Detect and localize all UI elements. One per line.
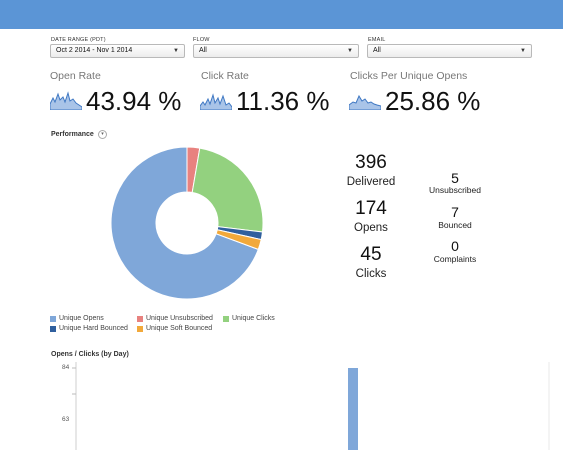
performance-title: Performance — [51, 131, 94, 138]
chevron-down-icon: ▼ — [173, 48, 179, 54]
bar[interactable] — [348, 368, 358, 450]
legend-item[interactable]: Unique Opens — [50, 315, 104, 322]
pie-slice-unique-opens[interactable] — [110, 146, 259, 300]
delivered-count: 396 — [355, 152, 387, 173]
y-tick-label: 84 — [62, 364, 70, 371]
flow-select[interactable]: All ▼ — [193, 44, 359, 58]
complaints-count: 0 — [451, 238, 459, 254]
top-bar — [0, 0, 563, 29]
chevron-down-icon[interactable]: ▾ — [98, 130, 107, 139]
legend-item[interactable]: Unique Soft Bounced — [137, 325, 212, 332]
legend-swatch — [50, 325, 56, 332]
pie-slice-unique-soft-bounced[interactable] — [215, 229, 262, 251]
legend-swatch — [50, 315, 56, 322]
flow-value: All — [199, 47, 207, 54]
legend-label: Unique Soft Bounced — [146, 325, 213, 332]
clicks-per-unique-opens-title: Clicks Per Unique Opens — [350, 70, 468, 82]
clicks-label: Clicks — [355, 268, 387, 280]
email-value: All — [373, 47, 381, 54]
email-label: EMAIL — [368, 37, 386, 43]
legend-label: Unique Hard Bounced — [59, 325, 128, 332]
clicks-count: 45 — [360, 244, 382, 265]
bounced-count: 7 — [451, 204, 459, 220]
delivered-label: Delivered — [346, 176, 396, 188]
clicks-per-unique-opens-value: 25.86 % — [385, 86, 481, 116]
opens-label: Opens — [354, 222, 388, 234]
complaints-label: Complaints — [433, 254, 477, 264]
date-range-value: Oct 2 2014 - Nov 1 2014 — [56, 47, 133, 54]
flow-label: FLOW — [193, 37, 210, 43]
legend-item[interactable]: Unique Hard Bounced — [50, 325, 128, 332]
bounced-label: Bounced — [438, 220, 472, 230]
open-rate-sparkline-icon — [50, 91, 82, 110]
legend-label: Unique Unsubscribed — [146, 315, 213, 322]
click-rate-value: 11.36 % — [236, 86, 330, 116]
open-rate-value: 43.94 % — [86, 86, 182, 116]
unsubscribed-label: Unsubscribed — [429, 185, 481, 195]
legend-item[interactable]: Unique Clicks — [223, 315, 275, 322]
opens-count: 174 — [355, 198, 387, 219]
opens-clicks-title: Opens / Clicks (by Day) — [51, 351, 129, 358]
date-range-label: DATE RANGE (PDT) — [51, 37, 106, 43]
unsubscribed-count: 5 — [451, 170, 459, 186]
y-tick-label: 63 — [62, 416, 70, 423]
date-range-select[interactable]: Oct 2 2014 - Nov 1 2014 ▼ — [50, 44, 185, 58]
chevron-down-icon: ▼ — [520, 48, 526, 54]
click-rate-title: Click Rate — [201, 70, 249, 82]
chevron-down-icon: ▼ — [347, 48, 353, 54]
pie-slice-unique-clicks[interactable] — [191, 147, 264, 233]
legend-label: Unique Opens — [59, 315, 104, 322]
legend-item[interactable]: Unique Unsubscribed — [137, 315, 213, 322]
click-rate-sparkline-icon — [200, 93, 232, 110]
legend-swatch — [137, 315, 143, 322]
legend-swatch — [223, 315, 229, 322]
email-select[interactable]: All ▼ — [367, 44, 532, 58]
open-rate-title: Open Rate — [50, 70, 101, 82]
legend-swatch — [137, 325, 143, 332]
legend-label: Unique Clicks — [232, 315, 275, 322]
clicks-per-unique-opens-sparkline-icon — [349, 94, 381, 110]
